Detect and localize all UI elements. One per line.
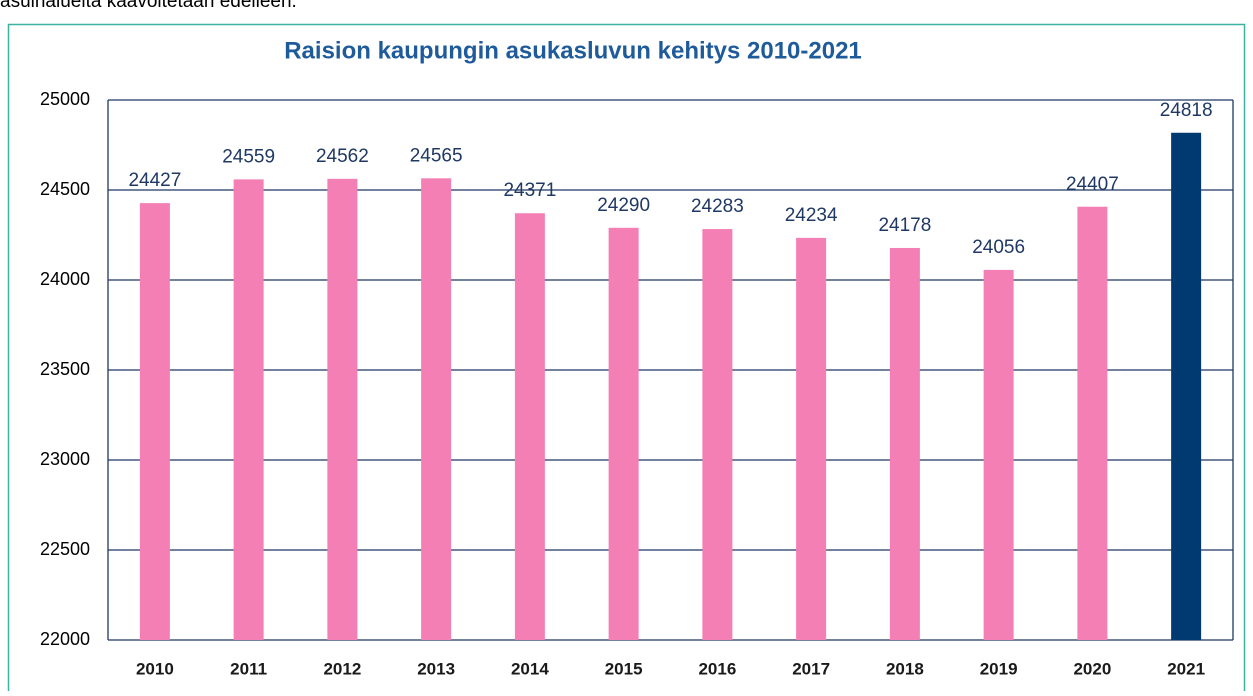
- bar: [889, 247, 920, 640]
- bar: [233, 179, 264, 640]
- data-label: 24283: [691, 196, 744, 217]
- bar: [796, 237, 827, 640]
- x-tick-label: 2014: [511, 659, 549, 678]
- body-text: asuinalueita kaavoitetaan edelleen.: [0, 0, 297, 12]
- bar: [514, 213, 545, 640]
- chart-title: Raision kaupungin asukasluvun kehitys 20…: [284, 37, 862, 64]
- data-label: 24371: [503, 180, 556, 201]
- data-label: 24407: [1066, 174, 1119, 195]
- bar: [139, 203, 170, 640]
- data-label: 24559: [222, 146, 275, 167]
- bar: [327, 178, 358, 640]
- x-tick-label: 2011: [230, 659, 267, 678]
- y-tick-label: 23500: [40, 359, 90, 379]
- bar: [608, 227, 639, 641]
- x-tick-label: 2020: [1073, 659, 1111, 678]
- data-label: 24562: [316, 146, 369, 167]
- bar: [702, 229, 733, 640]
- y-tick-label: 24000: [40, 269, 90, 289]
- x-tick-label: 2019: [980, 659, 1018, 678]
- x-tick-label: 2018: [886, 659, 924, 678]
- y-tick-label: 25000: [40, 89, 90, 109]
- data-label: 24178: [878, 215, 931, 236]
- x-tick-label: 2017: [792, 659, 830, 678]
- data-label: 24427: [128, 170, 181, 191]
- y-tick-label: 23000: [40, 449, 90, 469]
- y-tick-label: 22500: [40, 539, 90, 559]
- x-tick-label: 2010: [136, 659, 174, 678]
- x-tick-label: 2021: [1167, 659, 1205, 678]
- bar: [1171, 132, 1202, 640]
- x-tick-label: 2013: [417, 659, 455, 678]
- x-tick-label: 2015: [605, 659, 643, 678]
- data-label: 24818: [1160, 100, 1213, 121]
- bar: [1077, 206, 1108, 641]
- y-tick-label: 22000: [40, 629, 90, 649]
- bar: [983, 269, 1014, 640]
- x-tick-label: 2016: [698, 659, 736, 678]
- bar: [421, 178, 452, 641]
- data-label: 24056: [972, 237, 1025, 258]
- data-label: 24290: [597, 195, 650, 216]
- data-label: 24565: [410, 145, 463, 166]
- y-tick-label: 24500: [40, 179, 90, 199]
- data-label: 24234: [785, 205, 838, 226]
- x-tick-label: 2012: [323, 659, 361, 678]
